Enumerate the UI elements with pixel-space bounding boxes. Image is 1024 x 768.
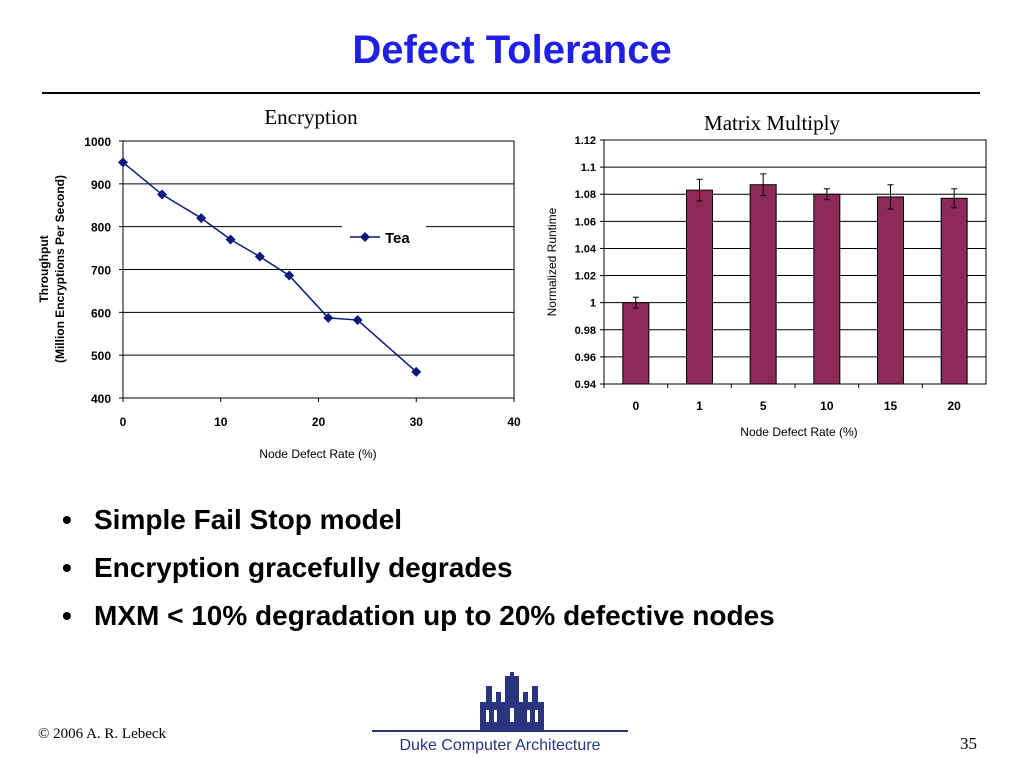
encryption-x-tick-label: 40 bbox=[507, 415, 521, 429]
matrix-x-tick-label: 10 bbox=[820, 399, 834, 413]
bullet-text: MXM < 10% degradation up to 20% defectiv… bbox=[94, 600, 775, 631]
matrix-y-tick-label: 1.1 bbox=[581, 162, 596, 174]
encryption-x-tick-label: 30 bbox=[410, 415, 424, 429]
bullet-item: • Simple Fail Stop model bbox=[62, 496, 775, 544]
encryption-data-point bbox=[118, 157, 128, 168]
matrix-bar bbox=[813, 193, 841, 385]
encryption-data-point bbox=[411, 366, 422, 377]
page-number: 35 bbox=[960, 734, 977, 753]
matrix-y-tick-label: 1.08 bbox=[575, 189, 596, 201]
matrix-bar bbox=[686, 189, 713, 385]
encryption-chart-title: Encryption bbox=[264, 105, 358, 129]
matrix-x-tick-label: 1 bbox=[696, 399, 703, 413]
encryption-y-tick-label: 400 bbox=[91, 392, 111, 406]
encryption-y-tick-label: 600 bbox=[91, 306, 111, 320]
matrix-x-axis-label: Node Defect Rate (%) bbox=[740, 425, 857, 439]
bullet-item: • Encryption gracefully degrades bbox=[62, 544, 775, 592]
matrix-y-tick-label: 1 bbox=[590, 298, 596, 310]
matrix-y-tick-label: 1.06 bbox=[575, 216, 596, 228]
encryption-legend-box bbox=[342, 225, 426, 249]
matrix-bar bbox=[940, 197, 968, 385]
encryption-x-tick-label: 20 bbox=[312, 415, 326, 429]
bullet-list: • Simple Fail Stop model • Encryption grac… bbox=[62, 496, 775, 640]
matrix-y-tick-label: 0.94 bbox=[575, 379, 597, 391]
bullet-dot-icon: • bbox=[62, 504, 72, 535]
matrix-y-tick-label: 0.98 bbox=[575, 325, 596, 337]
matrix-y-tick-label: 1.12 bbox=[575, 135, 596, 147]
matrix-y-tick-label: 1.04 bbox=[575, 243, 597, 255]
encryption-data-point bbox=[157, 189, 168, 200]
encryption-data-point bbox=[284, 270, 295, 281]
encryption-y-tick-label: 800 bbox=[91, 221, 111, 235]
encryption-y-tick-label: 700 bbox=[91, 264, 111, 278]
encryption-legend-label: Tea bbox=[385, 230, 410, 247]
matrix-y-axis-label: Normalized Runtime bbox=[545, 207, 559, 316]
matrix-bar bbox=[622, 302, 650, 385]
encryption-x-tick-label: 0 bbox=[120, 415, 127, 429]
matrix-bar bbox=[749, 184, 777, 385]
bullet-dot-icon: • bbox=[62, 552, 72, 583]
duke-chapel-logo-icon bbox=[480, 672, 544, 730]
encryption-data-point bbox=[196, 213, 207, 224]
copyright-text: © 2006 A. R. Lebeck bbox=[38, 726, 167, 742]
encryption-y-axis-label: (Million Encryptions Per Second) bbox=[53, 175, 67, 363]
encryption-y-tick-label: 500 bbox=[91, 349, 111, 363]
bullet-item: • MXM < 10% degradation up to 20% defecti… bbox=[62, 592, 775, 640]
bullet-text: Encryption gracefully degrades bbox=[94, 552, 513, 583]
slide-title: Defect Tolerance bbox=[352, 28, 672, 72]
matrix-chart-title: Matrix Multiply bbox=[704, 111, 840, 135]
matrix-x-tick-label: 20 bbox=[947, 399, 961, 413]
matrix-y-tick-label: 1.02 bbox=[575, 271, 596, 283]
encryption-data-point bbox=[225, 234, 236, 245]
bullet-text: Simple Fail Stop model bbox=[94, 504, 403, 535]
encryption-y-tick-label: 900 bbox=[91, 178, 111, 192]
encryption-x-tick-label: 10 bbox=[214, 415, 228, 429]
encryption-legend-marker-icon bbox=[360, 232, 370, 242]
encryption-data-point bbox=[323, 312, 334, 323]
matrix-bar bbox=[877, 196, 904, 385]
footer-divider bbox=[372, 730, 628, 732]
encryption-x-axis-label: Node Defect Rate (%) bbox=[259, 447, 376, 461]
encryption-plot-frame bbox=[122, 140, 515, 399]
encryption-y-axis-label: Throughput bbox=[37, 235, 51, 302]
encryption-series-line-tea bbox=[122, 161, 417, 373]
bullet-dot-icon: • bbox=[62, 600, 72, 631]
encryption-data-point bbox=[352, 315, 363, 326]
matrix-plot-frame bbox=[603, 139, 987, 385]
encryption-data-point bbox=[254, 251, 265, 262]
matrix-x-tick-label: 0 bbox=[632, 399, 639, 413]
matrix-y-tick-label: 0.96 bbox=[575, 352, 596, 364]
encryption-y-tick-label: 1000 bbox=[84, 135, 111, 149]
matrix-x-tick-label: 5 bbox=[760, 399, 767, 413]
matrix-x-tick-label: 15 bbox=[884, 399, 898, 413]
title-divider bbox=[42, 92, 980, 94]
footer-center-text: Duke Computer Architecture bbox=[399, 737, 601, 754]
